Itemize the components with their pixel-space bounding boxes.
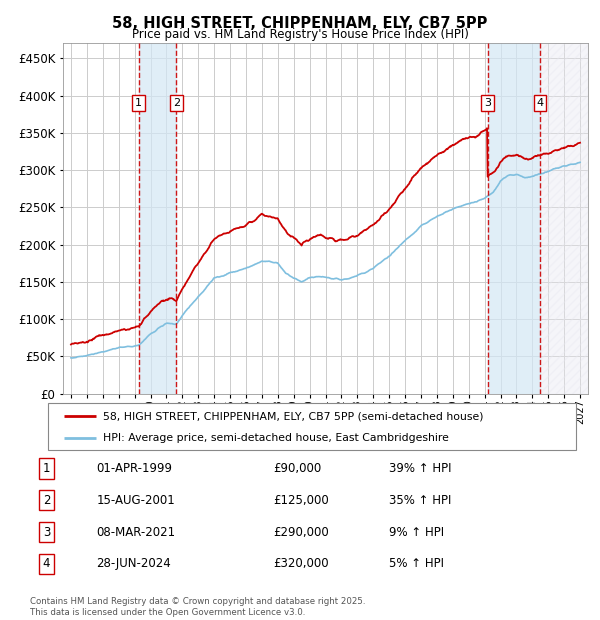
Text: 4: 4 — [43, 557, 50, 570]
Text: 4: 4 — [536, 98, 544, 108]
Text: 3: 3 — [43, 526, 50, 539]
Text: £290,000: £290,000 — [273, 526, 329, 539]
Text: 39% ↑ HPI: 39% ↑ HPI — [389, 462, 451, 475]
Text: 35% ↑ HPI: 35% ↑ HPI — [389, 494, 451, 507]
Text: 5% ↑ HPI: 5% ↑ HPI — [389, 557, 444, 570]
Text: 08-MAR-2021: 08-MAR-2021 — [96, 526, 175, 539]
Text: £320,000: £320,000 — [273, 557, 329, 570]
Bar — [488, 43, 540, 394]
Text: 1: 1 — [43, 462, 50, 475]
Text: HPI: Average price, semi-detached house, East Cambridgeshire: HPI: Average price, semi-detached house,… — [103, 433, 449, 443]
Text: 58, HIGH STREET, CHIPPENHAM, ELY, CB7 5PP: 58, HIGH STREET, CHIPPENHAM, ELY, CB7 5P… — [112, 16, 488, 30]
Bar — [540, 43, 588, 394]
Text: Contains HM Land Registry data © Crown copyright and database right 2025.
This d: Contains HM Land Registry data © Crown c… — [30, 598, 365, 617]
Text: 01-APR-1999: 01-APR-1999 — [96, 462, 172, 475]
Text: 2: 2 — [43, 494, 50, 507]
Text: 58, HIGH STREET, CHIPPENHAM, ELY, CB7 5PP (semi-detached house): 58, HIGH STREET, CHIPPENHAM, ELY, CB7 5P… — [103, 411, 484, 421]
Text: Price paid vs. HM Land Registry's House Price Index (HPI): Price paid vs. HM Land Registry's House … — [131, 28, 469, 41]
Bar — [139, 43, 176, 394]
Text: 28-JUN-2024: 28-JUN-2024 — [96, 557, 171, 570]
Text: 2: 2 — [173, 98, 180, 108]
Text: £90,000: £90,000 — [273, 462, 321, 475]
Text: £125,000: £125,000 — [273, 494, 329, 507]
Text: 9% ↑ HPI: 9% ↑ HPI — [389, 526, 444, 539]
Text: 3: 3 — [484, 98, 491, 108]
Text: 1: 1 — [135, 98, 142, 108]
Text: 15-AUG-2001: 15-AUG-2001 — [96, 494, 175, 507]
